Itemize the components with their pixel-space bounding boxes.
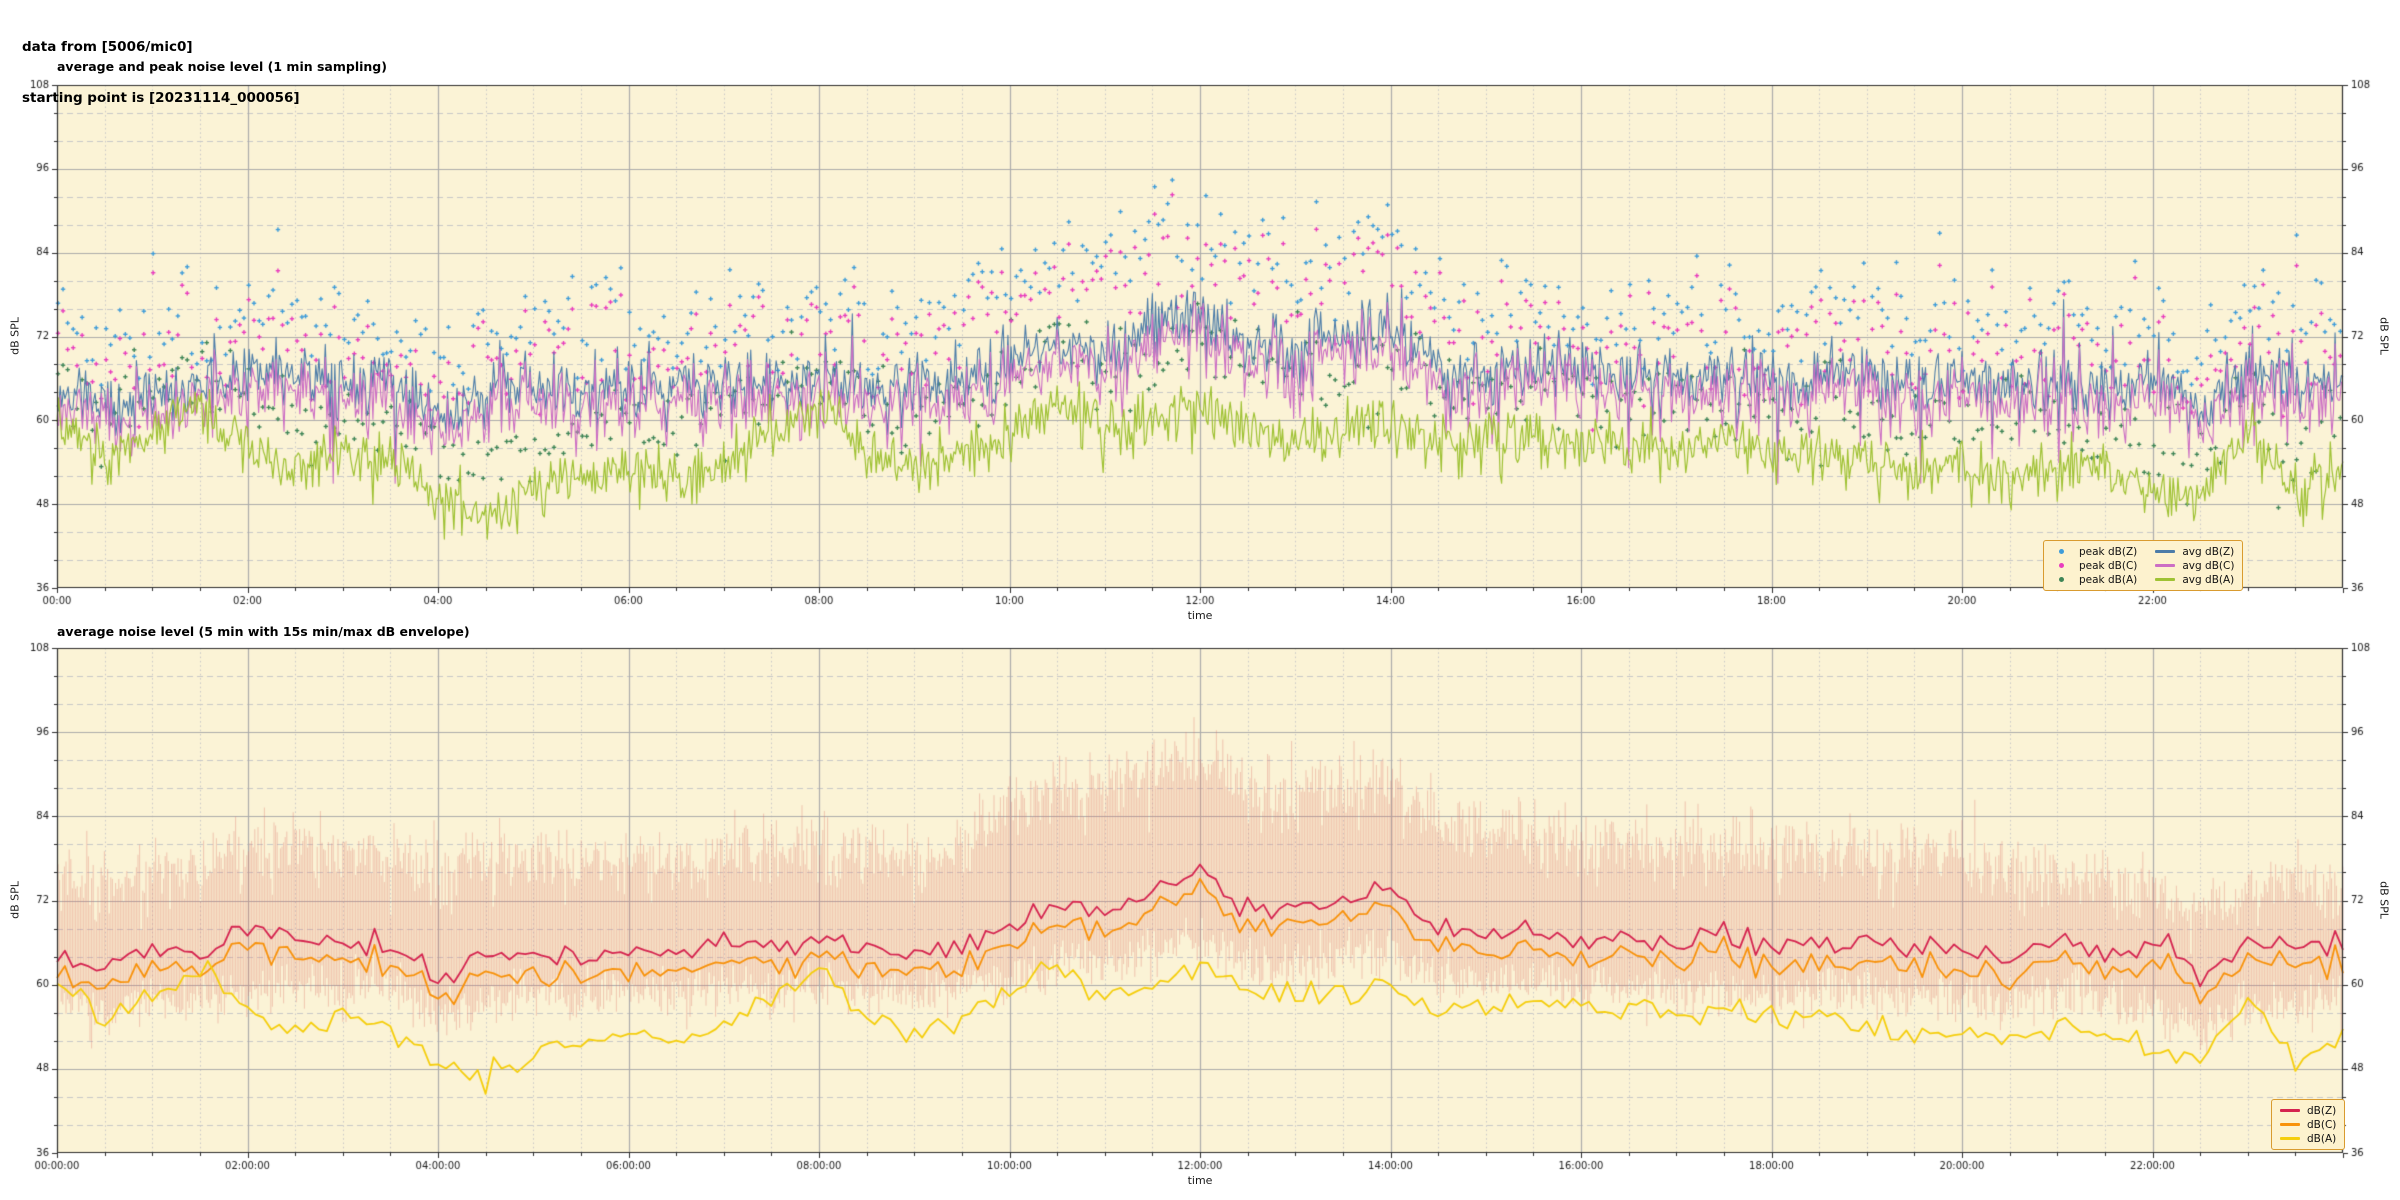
chart2-legend: dB(Z) dB(C) dB(A) — [2271, 1099, 2346, 1150]
avg-dba-line-icon — [2155, 578, 2176, 581]
legend-item-dbz: dB(Z) — [2280, 1104, 2336, 1117]
legend-item-avg-dba: avg dB(A) — [2155, 573, 2234, 586]
avg-dbz-line-icon — [2155, 550, 2176, 553]
peak-dbz-marker-icon — [2059, 549, 2064, 554]
chart1-legend: peak dB(Z) avg dB(Z) peak dB(C) avg dB(C… — [2043, 540, 2244, 591]
dbz-line-icon — [2280, 1109, 2300, 1112]
header-line2: starting point is [20231114_000056] — [22, 90, 300, 106]
legend-label: avg dB(A) — [2182, 573, 2235, 586]
legend-item-peak-dbc: peak dB(C) — [2052, 559, 2137, 572]
header-line1: data from [5006/mic0] — [22, 39, 193, 55]
chart2-yaxis-label-left: dB SPL — [8, 881, 22, 919]
dbc-line-icon — [2280, 1123, 2300, 1126]
chart1-title: average and peak noise level (1 min samp… — [57, 59, 387, 74]
legend-label: dB(Z) — [2307, 1104, 2337, 1117]
legend-item-peak-dbz: peak dB(Z) — [2052, 545, 2137, 558]
legend-item-avg-dbc: avg dB(C) — [2155, 559, 2234, 572]
chart2-yaxis-label-right: dB SPL — [2377, 881, 2391, 919]
avg-dbc-line-icon — [2155, 564, 2176, 567]
legend-label: peak dB(A) — [2079, 573, 2138, 586]
dba-line-icon — [2280, 1137, 2300, 1140]
legend-label: peak dB(C) — [2079, 559, 2138, 572]
legend-label: dB(A) — [2307, 1132, 2337, 1145]
peak-dba-marker-icon — [2059, 577, 2064, 582]
legend-label: avg dB(Z) — [2182, 545, 2235, 558]
header: data from [5006/mic0] starting point is … — [22, 5, 300, 141]
legend-label: avg dB(C) — [2182, 559, 2235, 572]
chart1-yaxis-label-left: dB SPL — [8, 317, 22, 355]
chart1-xaxis-label: time — [1187, 609, 1213, 622]
legend-label: peak dB(Z) — [2079, 545, 2138, 558]
legend-label: dB(C) — [2307, 1118, 2337, 1131]
legend-item-dbc: dB(C) — [2280, 1118, 2336, 1131]
chart1-yaxis-label-right: dB SPL — [2377, 317, 2391, 355]
chart2-xaxis-label: time — [1187, 1174, 1213, 1187]
legend-item-avg-dbz: avg dB(Z) — [2155, 545, 2234, 558]
chart2-title: average noise level (5 min with 15s min/… — [57, 624, 470, 639]
legend-item-dba: dB(A) — [2280, 1132, 2336, 1145]
peak-dbc-marker-icon — [2059, 563, 2064, 568]
legend-item-peak-dba: peak dB(A) — [2052, 573, 2137, 586]
